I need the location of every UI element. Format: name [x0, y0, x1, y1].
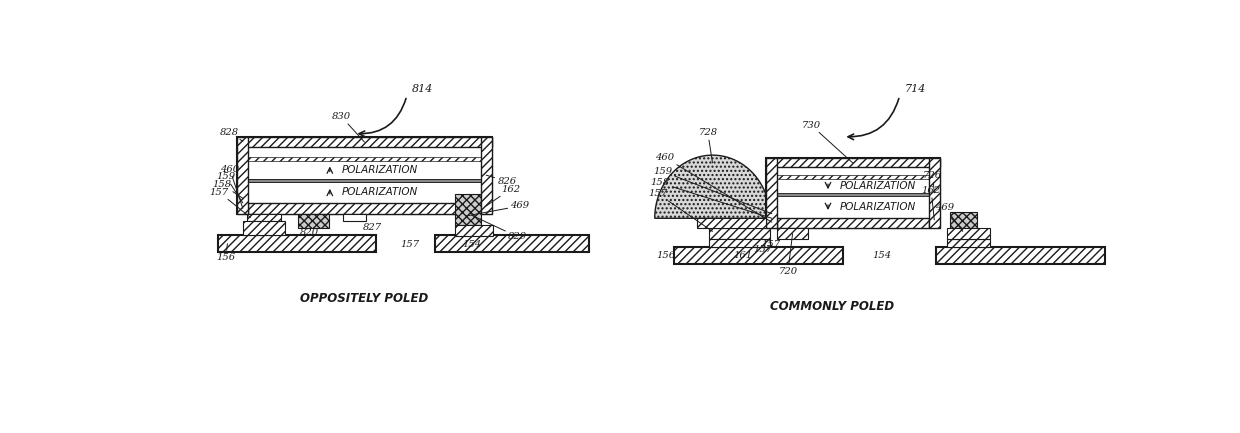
Bar	[247, 213, 281, 221]
Bar	[777, 218, 929, 227]
Text: 714: 714	[905, 84, 926, 94]
Text: 820: 820	[299, 228, 319, 237]
Text: 814: 814	[412, 84, 434, 94]
Text: POLARIZATION: POLARIZATION	[342, 187, 418, 197]
Bar	[929, 158, 940, 227]
Bar	[248, 203, 481, 213]
Text: 828: 828	[219, 128, 243, 141]
Bar	[243, 221, 285, 235]
Bar	[766, 158, 777, 227]
Text: 826: 826	[486, 175, 517, 186]
Text: 730: 730	[801, 121, 853, 163]
Bar	[947, 227, 990, 239]
Text: POLARIZATION: POLARIZATION	[839, 181, 916, 191]
Bar	[455, 194, 481, 225]
Text: 158: 158	[651, 178, 771, 218]
Text: 157: 157	[649, 189, 713, 231]
Text: 469: 469	[466, 201, 529, 216]
Text: 157: 157	[210, 187, 250, 217]
Text: 162: 162	[486, 184, 521, 206]
Bar	[218, 235, 376, 252]
Text: 161: 161	[734, 251, 753, 260]
Text: 460: 460	[221, 165, 243, 208]
Bar	[248, 157, 481, 161]
Bar	[675, 247, 843, 264]
Bar	[237, 137, 491, 148]
Bar	[950, 212, 977, 235]
Bar	[248, 182, 481, 203]
Text: 460: 460	[655, 153, 771, 222]
Text: POLARIZATION: POLARIZATION	[839, 202, 916, 212]
Bar	[481, 137, 491, 213]
Text: 156: 156	[657, 251, 676, 260]
Text: 829: 829	[471, 215, 527, 241]
Text: 154: 154	[872, 251, 892, 260]
Bar	[777, 193, 929, 196]
Text: 157: 157	[754, 245, 773, 254]
Text: 156: 156	[216, 244, 236, 262]
Text: 469: 469	[935, 203, 962, 231]
Text: 159: 159	[653, 167, 771, 213]
Bar	[936, 247, 1105, 264]
Text: 830: 830	[332, 112, 365, 142]
Bar	[248, 179, 481, 182]
Bar	[947, 239, 990, 247]
Bar	[248, 148, 481, 179]
Bar	[777, 175, 929, 179]
Bar	[237, 137, 491, 213]
Bar	[237, 137, 248, 213]
Bar	[708, 227, 770, 239]
Text: COMMONLY POLED: COMMONLY POLED	[770, 300, 894, 313]
Text: 720: 720	[779, 234, 797, 276]
Bar	[299, 213, 329, 227]
Text: POLARIZATION: POLARIZATION	[342, 165, 418, 175]
Bar	[766, 158, 940, 227]
Bar	[435, 235, 589, 252]
Bar	[697, 218, 766, 227]
Bar	[708, 239, 770, 247]
Bar	[343, 213, 366, 221]
Text: 157: 157	[401, 240, 419, 249]
Text: 157: 157	[761, 240, 781, 249]
Text: 728: 728	[698, 128, 718, 163]
Bar	[455, 225, 494, 236]
Polygon shape	[655, 155, 770, 218]
Bar	[766, 158, 940, 168]
Text: 158: 158	[212, 180, 243, 198]
Text: 726: 726	[923, 171, 942, 193]
Text: 159: 159	[216, 172, 243, 203]
Text: OPPOSITELY POLED: OPPOSITELY POLED	[300, 292, 429, 305]
Text: 154: 154	[463, 240, 482, 249]
Text: 827: 827	[362, 223, 382, 232]
Text: 162: 162	[921, 186, 941, 220]
Bar	[777, 227, 808, 239]
